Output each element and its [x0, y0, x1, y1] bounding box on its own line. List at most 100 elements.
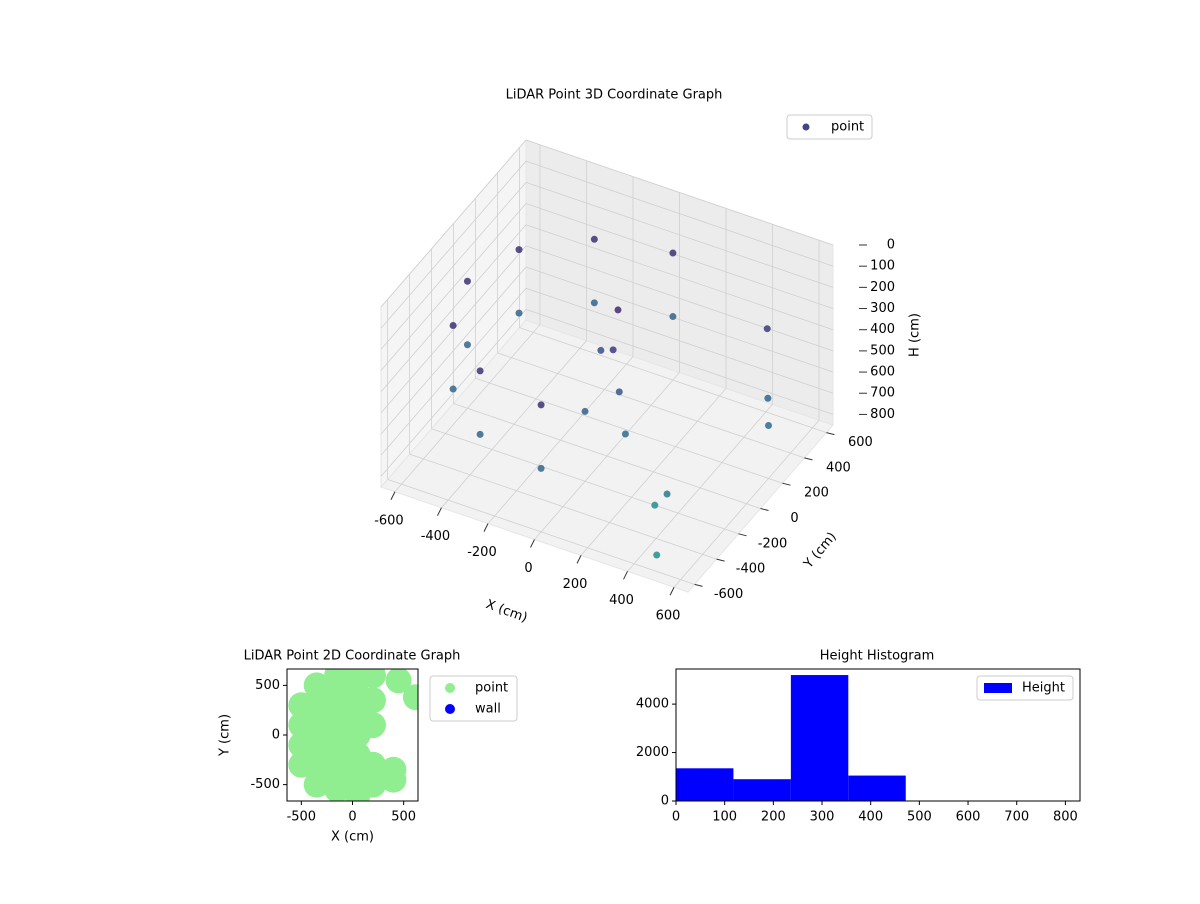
z-tick-label: 0	[887, 238, 895, 253]
point	[324, 669, 351, 689]
bar	[676, 768, 734, 801]
point	[324, 697, 351, 724]
grid-line	[380, 203, 527, 371]
grid-line	[497, 352, 805, 459]
z-tick-label: 400	[870, 322, 895, 337]
point	[359, 712, 386, 739]
y-tick	[826, 432, 835, 436]
x-tick	[576, 555, 582, 564]
grid-line	[409, 453, 717, 560]
y-tick-label: 200	[804, 486, 829, 501]
legend-label: wall	[475, 702, 501, 717]
z-tick-label: 800	[870, 407, 895, 422]
point	[609, 346, 617, 354]
point	[515, 246, 523, 254]
x-tick-label: 400	[858, 810, 883, 825]
point	[303, 731, 330, 758]
grid-line	[380, 224, 527, 392]
y-tick-label: 4000	[636, 697, 669, 712]
grid-line	[525, 160, 834, 267]
grid-line	[525, 266, 834, 373]
legend-label: Height	[1022, 681, 1065, 696]
x-tick-label: -600	[374, 513, 404, 528]
point	[449, 385, 457, 393]
x-tick-label: 0	[348, 810, 356, 825]
point	[463, 341, 471, 349]
z-tick-label: 700	[870, 386, 895, 401]
point	[663, 490, 671, 498]
x-tick-label: 200	[563, 577, 588, 592]
point	[463, 277, 471, 285]
x-tick-label: 300	[810, 810, 835, 825]
legend-box	[786, 114, 873, 140]
point	[537, 464, 545, 472]
bar	[848, 775, 906, 801]
z-tick-label: 300	[870, 301, 895, 316]
grid-line	[453, 403, 761, 509]
grid-line	[380, 287, 527, 456]
legend-label: point	[831, 120, 864, 135]
legend-label: point	[475, 681, 508, 696]
grid-line	[525, 139, 834, 246]
y-tick-label: 2000	[636, 745, 669, 760]
z-axis-label: H (cm)	[908, 313, 923, 357]
z-tick-label: 100	[870, 259, 895, 274]
grid-line	[525, 287, 834, 394]
y-tick-label: 0	[790, 511, 798, 526]
x-tick-label: 500	[391, 810, 416, 825]
x-tick-label: 400	[609, 593, 634, 608]
x-tick	[437, 507, 442, 516]
chart-title: LiDAR Point 2D Coordinate Graph	[244, 649, 461, 664]
point	[303, 672, 330, 699]
point	[385, 669, 412, 694]
grid-line	[525, 224, 834, 331]
point	[476, 430, 484, 438]
point	[537, 401, 545, 409]
y-tick-label: -600	[714, 587, 744, 602]
x-tick-label: 700	[1004, 810, 1029, 825]
chart-histogram: Height 0 100 200 300 400 500 600 700 800 0 2000 4000…	[636, 649, 1081, 825]
x-tick	[390, 491, 396, 500]
x-tick-label: 600	[656, 609, 681, 624]
grid-line	[525, 245, 834, 352]
point	[669, 313, 677, 321]
legend-marker	[445, 683, 455, 693]
plot-area	[288, 669, 418, 801]
grid-line	[525, 203, 834, 309]
legend-patch	[984, 683, 1012, 693]
y-tick-label: -400	[736, 562, 766, 577]
y-tick	[694, 583, 703, 587]
bar	[733, 779, 791, 801]
chart-title: LiDAR Point 3D Coordinate Graph	[506, 88, 723, 103]
x-tick-label: -200	[467, 545, 497, 560]
x-tick-label: -500	[287, 810, 317, 825]
x-tick	[623, 571, 628, 580]
z-tick-label: 600	[870, 365, 895, 380]
point	[764, 394, 772, 402]
x-tick	[669, 587, 675, 596]
legend-box	[429, 675, 518, 722]
grid-line	[380, 245, 527, 414]
grid-line	[380, 139, 527, 308]
point	[380, 766, 407, 793]
point	[653, 551, 661, 559]
y-tick	[760, 508, 769, 511]
legend-box	[976, 675, 1074, 701]
point	[324, 776, 351, 801]
point	[359, 771, 386, 798]
axes-frame	[675, 668, 1081, 802]
grid-line	[525, 181, 834, 288]
legend-marker	[445, 704, 455, 714]
grid-line	[387, 479, 695, 585]
y-tick	[804, 457, 813, 461]
y-axis-label: Y (cm)	[218, 714, 233, 757]
legend-marker	[802, 123, 810, 131]
x-tick-label: 0	[672, 810, 680, 825]
chart-title: Height Histogram	[820, 649, 935, 664]
y-tick-label: 500	[255, 678, 280, 693]
grid-line	[380, 182, 527, 350]
point	[324, 756, 351, 783]
x-tick-label: 200	[761, 810, 786, 825]
grid-line	[475, 377, 783, 484]
